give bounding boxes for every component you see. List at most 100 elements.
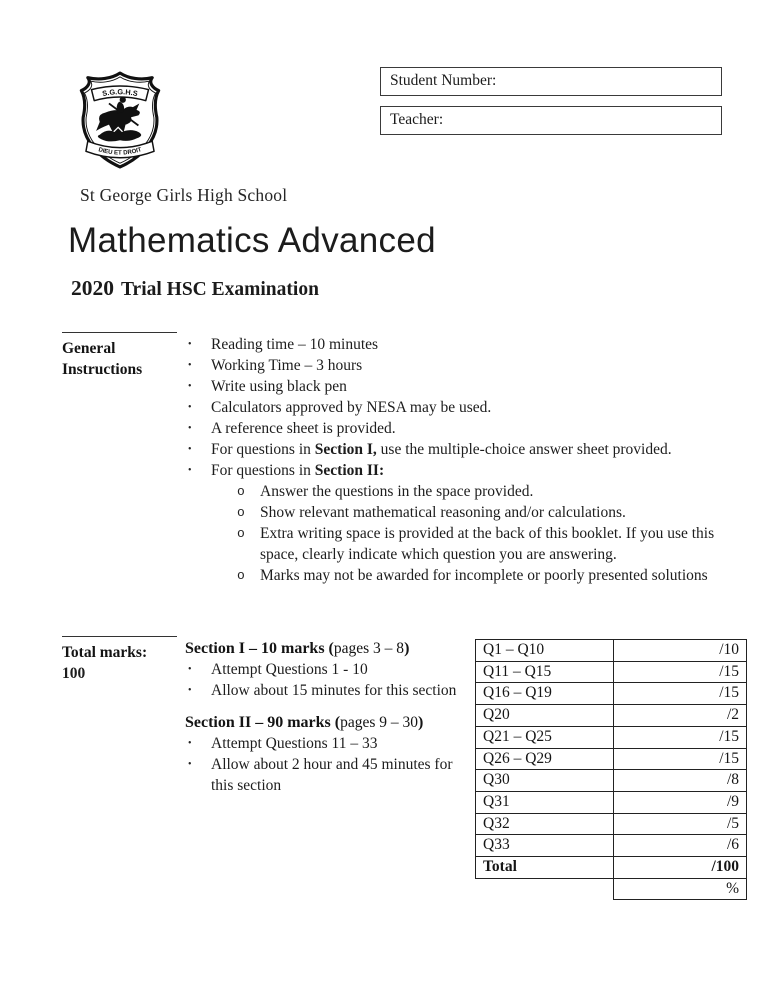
bullet-icon: • (188, 402, 192, 413)
question-range-cell: Q21 – Q25 (475, 725, 614, 749)
table-row: Q30/8 (475, 769, 747, 792)
instruction-text-bold: Section II: (314, 462, 385, 479)
question-range-cell: Q16 – Q19 (475, 682, 614, 706)
section-one-summary: Section I – 10 marks (pages 3 – 8) • Atte… (185, 638, 475, 701)
table-row: Q33/6 (475, 834, 747, 858)
instruction-text: Marks may not be awarded for incomplete … (260, 567, 708, 584)
general-instructions-label-col: General Instructions (62, 332, 185, 586)
heading-bold: Section I – 10 marks ( (185, 640, 334, 657)
score-cell: /15 (613, 682, 747, 706)
table-row: Q21 – Q25/15 (475, 725, 747, 749)
section-bullet-text: Attempt Questions 11 – 33 (211, 735, 378, 752)
school-crest-icon: S.G.G.H.S DIEU ET DROIT (79, 71, 161, 169)
heading-bold: Section II – 90 marks ( (185, 714, 341, 731)
score-cell: /15 (613, 725, 747, 749)
table-row: Q1 – Q10/10 (475, 639, 747, 662)
bullet-icon: • (188, 423, 192, 434)
section-two-summary: Section II – 90 marks (pages 9 – 30) • At… (185, 712, 475, 796)
table-row: Q11 – Q15/15 (475, 660, 747, 684)
total-score-cell: /100 (613, 856, 747, 879)
bullet-icon: • (188, 759, 192, 770)
list-item: o Answer the questions in the space provi… (237, 481, 748, 502)
list-item: o Show relevant mathematical reasoning an… (237, 502, 748, 523)
bullet-icon: • (188, 381, 192, 392)
percent-cell: % (613, 877, 747, 901)
list-item: • Attempt Questions 1 - 10 (185, 659, 475, 680)
id-boxes: Student Number: Teacher: (380, 67, 722, 135)
crest-top-banner-text: S.G.G.H.S (101, 87, 138, 98)
score-cell: /2 (613, 704, 747, 727)
question-range-cell: Q26 – Q29 (475, 747, 614, 771)
crest-bottom-banner-text: DIEU ET DROIT (98, 147, 143, 156)
teacher-label: Teacher: (390, 111, 444, 128)
instruction-text: Reading time – 10 minutes (211, 336, 379, 353)
list-item: • Write using black pen (185, 376, 748, 397)
score-cell: /15 (613, 747, 747, 771)
sections-summary-col: Section I – 10 marks (pages 3 – 8) • Atte… (185, 636, 475, 900)
teacher-box[interactable]: Teacher: (380, 106, 722, 135)
circle-bullet-icon: o (237, 484, 245, 499)
circle-bullet-icon: o (237, 568, 245, 583)
blank-cell (475, 877, 614, 900)
section-two-sublist: o Answer the questions in the space provi… (211, 481, 748, 586)
exam-year: 2020 (71, 276, 114, 300)
marks-table-col: Q1 – Q10/10 Q11 – Q15/15 Q16 – Q19/15 Q2… (475, 636, 747, 901)
school-crest: S.G.G.H.S DIEU ET DROIT (74, 68, 166, 172)
total-marks-label-col: Total marks: 100 (62, 636, 185, 900)
circle-bullet-icon: o (237, 526, 245, 541)
bullet-icon: • (188, 360, 192, 371)
exam-name: Trial HSC Examination (121, 279, 319, 300)
general-instructions-label: General Instructions (62, 332, 177, 380)
score-cell: /6 (613, 834, 747, 858)
list-item: • A reference sheet is provided. (185, 418, 748, 439)
knight-horse-icon (96, 96, 142, 142)
table-row-percent: % (475, 877, 747, 901)
school-name: St George Girls High School (80, 185, 288, 205)
score-cell: /5 (613, 812, 747, 836)
exam-subtitle: 2020 Trial HSC Examination (71, 276, 319, 301)
general-instructions-content: • Reading time – 10 minutes • Working Time… (185, 332, 748, 586)
table-row: Q26 – Q29/15 (475, 747, 747, 771)
general-instructions-section: General Instructions • Reading time – 10 … (62, 332, 748, 586)
section-two-list: • Attempt Questions 11 – 33 • Allow about … (185, 733, 475, 796)
heading-bold: ) (418, 714, 424, 731)
instruction-text: Working Time – 3 hours (211, 357, 363, 374)
total-marks-value: 100 (62, 665, 86, 682)
score-cell: /8 (613, 769, 747, 792)
student-number-label: Student Number: (390, 72, 497, 89)
question-range-cell: Q11 – Q15 (475, 660, 614, 684)
table-row-total: Total/100 (475, 856, 747, 879)
section-one-list: • Attempt Questions 1 - 10 • Allow about 1… (185, 659, 475, 701)
question-range-cell: Q1 – Q10 (475, 639, 614, 662)
section-one-heading: Section I – 10 marks (pages 3 – 8) (185, 638, 475, 659)
question-range-cell: Q30 (475, 769, 614, 792)
table-row: Q20/2 (475, 704, 747, 727)
svg-text:DIEU ET DROIT: DIEU ET DROIT (98, 147, 143, 156)
list-item: • Working Time – 3 hours (185, 355, 748, 376)
score-cell: /15 (613, 660, 747, 684)
instruction-text: Write using black pen (211, 378, 347, 395)
instruction-text: Extra writing space is provided at the b… (260, 525, 715, 563)
circle-bullet-icon: o (237, 505, 245, 520)
page-title: Mathematics Advanced (68, 221, 436, 260)
question-range-cell: Q32 (475, 812, 614, 836)
score-cell: /10 (613, 639, 747, 662)
svg-text:S.G.G.H.S: S.G.G.H.S (101, 87, 138, 98)
heading-pages: pages 3 – 8 (333, 640, 405, 657)
list-item: • Calculators approved by NESA may be use… (185, 397, 748, 418)
marks-table: Q1 – Q10/10 Q11 – Q15/15 Q16 – Q19/15 Q2… (475, 639, 747, 901)
list-item: o Marks may not be awarded for incomplete… (237, 565, 748, 586)
student-number-box[interactable]: Student Number: (380, 67, 722, 96)
table-row: Q31/9 (475, 790, 747, 814)
list-item: • For questions in Section II: o Answer th… (185, 460, 748, 586)
question-range-cell: Q20 (475, 704, 614, 727)
table-row: Q16 – Q19/15 (475, 682, 747, 706)
section-bullet-text: Allow about 15 minutes for this section (211, 682, 457, 699)
section-two-heading: Section II – 90 marks (pages 9 – 30) (185, 712, 475, 733)
list-item: o Extra writing space is provided at the … (237, 523, 748, 565)
instruction-text: For questions in (211, 441, 315, 458)
instructions-list: • Reading time – 10 minutes • Working Time… (185, 334, 748, 586)
instruction-text: use the multiple-choice answer sheet pro… (376, 441, 672, 458)
totals-section: Total marks: 100 Section I – 10 marks (p… (62, 636, 748, 901)
